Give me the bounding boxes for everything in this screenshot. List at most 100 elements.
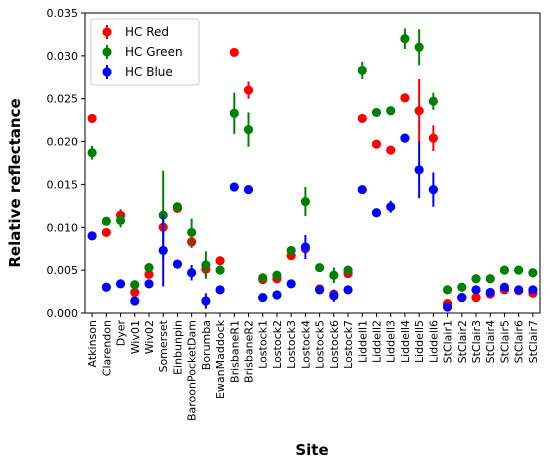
data-point — [442, 302, 453, 312]
data-point — [201, 296, 211, 306]
data-point — [187, 268, 197, 278]
x-tick-label: Clarendon — [100, 320, 113, 376]
x-tick-label: StClair7 — [527, 320, 540, 363]
data-point — [414, 165, 424, 175]
data-point — [499, 265, 510, 275]
data-point — [101, 216, 111, 226]
x-tick-label: Liddell2 — [370, 320, 383, 363]
data-point — [172, 202, 183, 212]
plot-layer — [87, 28, 538, 312]
data-point — [144, 279, 154, 289]
y-tick-label: 0.005 — [47, 264, 79, 277]
x-tick-label: Wiv02 — [143, 320, 156, 354]
data-point — [215, 256, 225, 266]
data-point — [471, 274, 481, 284]
data-point — [130, 280, 140, 290]
data-point — [471, 292, 481, 303]
data-point — [514, 285, 524, 295]
data-point — [87, 113, 97, 124]
data-point — [428, 184, 438, 195]
data-point — [144, 262, 154, 273]
data-point — [115, 215, 126, 226]
data-point — [258, 273, 268, 283]
data-point — [371, 107, 382, 118]
data-point — [243, 184, 254, 195]
data-point — [115, 279, 126, 289]
data-point — [428, 133, 438, 143]
data-point — [286, 279, 296, 289]
y-tick-label: 0.020 — [47, 136, 79, 149]
data-point — [243, 85, 254, 95]
x-tick-label: StClair6 — [513, 320, 526, 363]
legend-box — [90, 18, 200, 86]
x-tick-label: BaroonPocketDam — [186, 320, 199, 421]
data-point — [343, 285, 353, 295]
legend-label: HC Green — [125, 45, 183, 59]
x-tick-label: Einbunpin — [171, 320, 184, 375]
x-tick-label: Lostock1 — [257, 320, 270, 369]
x-tick-label: Somerset — [157, 319, 170, 372]
data-point — [371, 208, 382, 218]
y-tick-label: 0.035 — [47, 7, 79, 20]
x-tick-label: Liddell5 — [413, 320, 426, 363]
x-tick-label: Lostock5 — [314, 320, 327, 369]
legend-marker — [102, 67, 112, 77]
data-point — [144, 269, 154, 280]
legend: HC Red HC Green HC Blue — [90, 18, 200, 86]
x-axis-title: Site — [295, 441, 328, 459]
x-tick-label: Borumba — [200, 320, 213, 370]
x-tick-label: EwanMaddock — [214, 319, 227, 399]
data-point — [485, 274, 495, 284]
data-point — [428, 96, 438, 106]
data-point — [215, 265, 225, 275]
data-point — [329, 291, 339, 301]
data-point — [130, 296, 140, 306]
x-tick-label: Atkinson — [86, 320, 99, 368]
x-tick-label: Lostock7 — [342, 320, 355, 369]
data-point — [414, 42, 424, 52]
x-tick-label: Liddell1 — [356, 320, 369, 363]
data-point — [357, 65, 367, 76]
data-point — [187, 227, 197, 238]
plot-frame — [84, 12, 541, 314]
data-point — [87, 231, 97, 241]
x-tick-label: StClair3 — [470, 320, 483, 363]
data-point — [101, 227, 111, 238]
y-tick-label: 0.010 — [47, 221, 79, 234]
data-point — [457, 292, 467, 303]
x-tick-label: StClair1 — [442, 320, 455, 363]
data-point — [499, 282, 510, 292]
x-tick-label: Lostock6 — [328, 320, 341, 369]
data-point — [229, 182, 239, 192]
data-point — [172, 259, 183, 269]
y-tick-label: 0.025 — [47, 93, 79, 106]
data-point — [300, 242, 310, 252]
data-point — [414, 106, 424, 116]
x-tick-label: Wiv01 — [129, 320, 142, 354]
data-point — [272, 290, 282, 300]
data-point — [386, 106, 396, 116]
data-point — [229, 47, 239, 58]
data-point — [471, 285, 481, 295]
data-point — [485, 287, 495, 298]
x-tick-label: Lostock4 — [299, 320, 312, 369]
data-point — [130, 287, 140, 298]
x-tick-label: StClair2 — [456, 320, 469, 363]
data-point — [229, 108, 239, 118]
data-point — [400, 34, 410, 44]
x-tick-label: StClair5 — [498, 320, 511, 363]
data-point — [315, 262, 325, 273]
data-point — [329, 270, 339, 280]
data-point — [528, 268, 538, 278]
data-point — [315, 285, 325, 295]
x-tick-label: BrisbaneR1 — [228, 320, 241, 383]
y-axis-title: Relative reflectance — [6, 98, 24, 267]
data-point — [286, 245, 296, 256]
legend-marker — [102, 47, 112, 57]
data-point — [101, 282, 111, 292]
data-point — [300, 196, 310, 207]
data-point — [87, 148, 97, 158]
legend-label: HC Blue — [125, 65, 173, 79]
x-tick-label: StClair4 — [484, 320, 497, 363]
